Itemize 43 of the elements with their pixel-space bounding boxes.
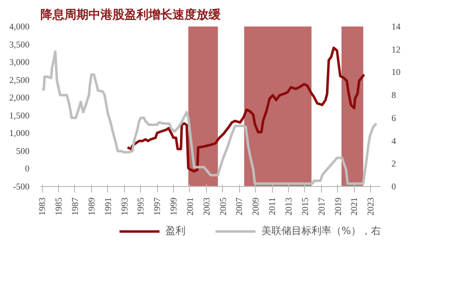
y2-tick-label: 12 (392, 44, 400, 54)
x-tick-label: 1999 (168, 197, 179, 216)
y-tick-label: 0 (25, 164, 30, 174)
y-tick-label: 3,500 (9, 39, 30, 50)
x-tick-label: 1983 (37, 197, 48, 216)
x-tick-label: 2003 (201, 197, 212, 216)
y2-tick-label: 4 (392, 136, 396, 146)
x-tick-label: 1995 (136, 197, 146, 216)
x-tick-label: 1991 (102, 198, 113, 216)
x-tick-label: 2011 (267, 197, 278, 216)
x-tick-label: 2023 (366, 197, 376, 216)
x-tick-label: 2021 (349, 198, 360, 216)
y2-tick-label: 0 (392, 182, 396, 192)
x-tick-label: 1989 (86, 197, 96, 216)
y2-tick-label: 14 (392, 22, 401, 32)
y-tick-label: 1,000 (9, 128, 30, 138)
y-tick-label: 4,000 (9, 22, 30, 32)
x-tick-label: 2009 (250, 197, 261, 216)
y2-tick-label: 8 (392, 90, 396, 100)
x-tick-label: 1993 (119, 197, 130, 216)
y-tick-label: 500 (16, 146, 30, 156)
x-tick-label: 2001 (184, 198, 195, 216)
y2-tick-label: 10 (392, 67, 401, 78)
y-tick-label: 2,000 (9, 92, 30, 103)
legend-label: 盈利 (166, 225, 186, 237)
y2-tick-label: 6 (392, 112, 396, 123)
x-tick-label: 2017 (316, 197, 326, 216)
chart-title: 降息周期中港股盈利增长速度放缓 (40, 8, 222, 22)
y-tick-label: -500 (13, 182, 30, 192)
y-tick-label: 1,500 (9, 110, 30, 120)
x-tick-label: 1997 (152, 197, 162, 216)
y-tick-label: 2,500 (9, 74, 30, 85)
x-tick-label: 2015 (300, 197, 310, 216)
x-tick-label: 2013 (284, 197, 294, 216)
y2-tick-label: 2 (392, 158, 396, 169)
x-tick-label: 2019 (332, 197, 343, 216)
x-tick-label: 1985 (54, 197, 64, 216)
x-tick-label: 2007 (234, 197, 244, 216)
legend-label: 美联储目标利率（%），右 (262, 225, 382, 237)
x-tick-label: 2005 (218, 197, 228, 216)
line-series (126, 46, 366, 173)
x-tick-label: 1987 (70, 197, 80, 216)
y-tick-label: 3,000 (9, 57, 30, 68)
